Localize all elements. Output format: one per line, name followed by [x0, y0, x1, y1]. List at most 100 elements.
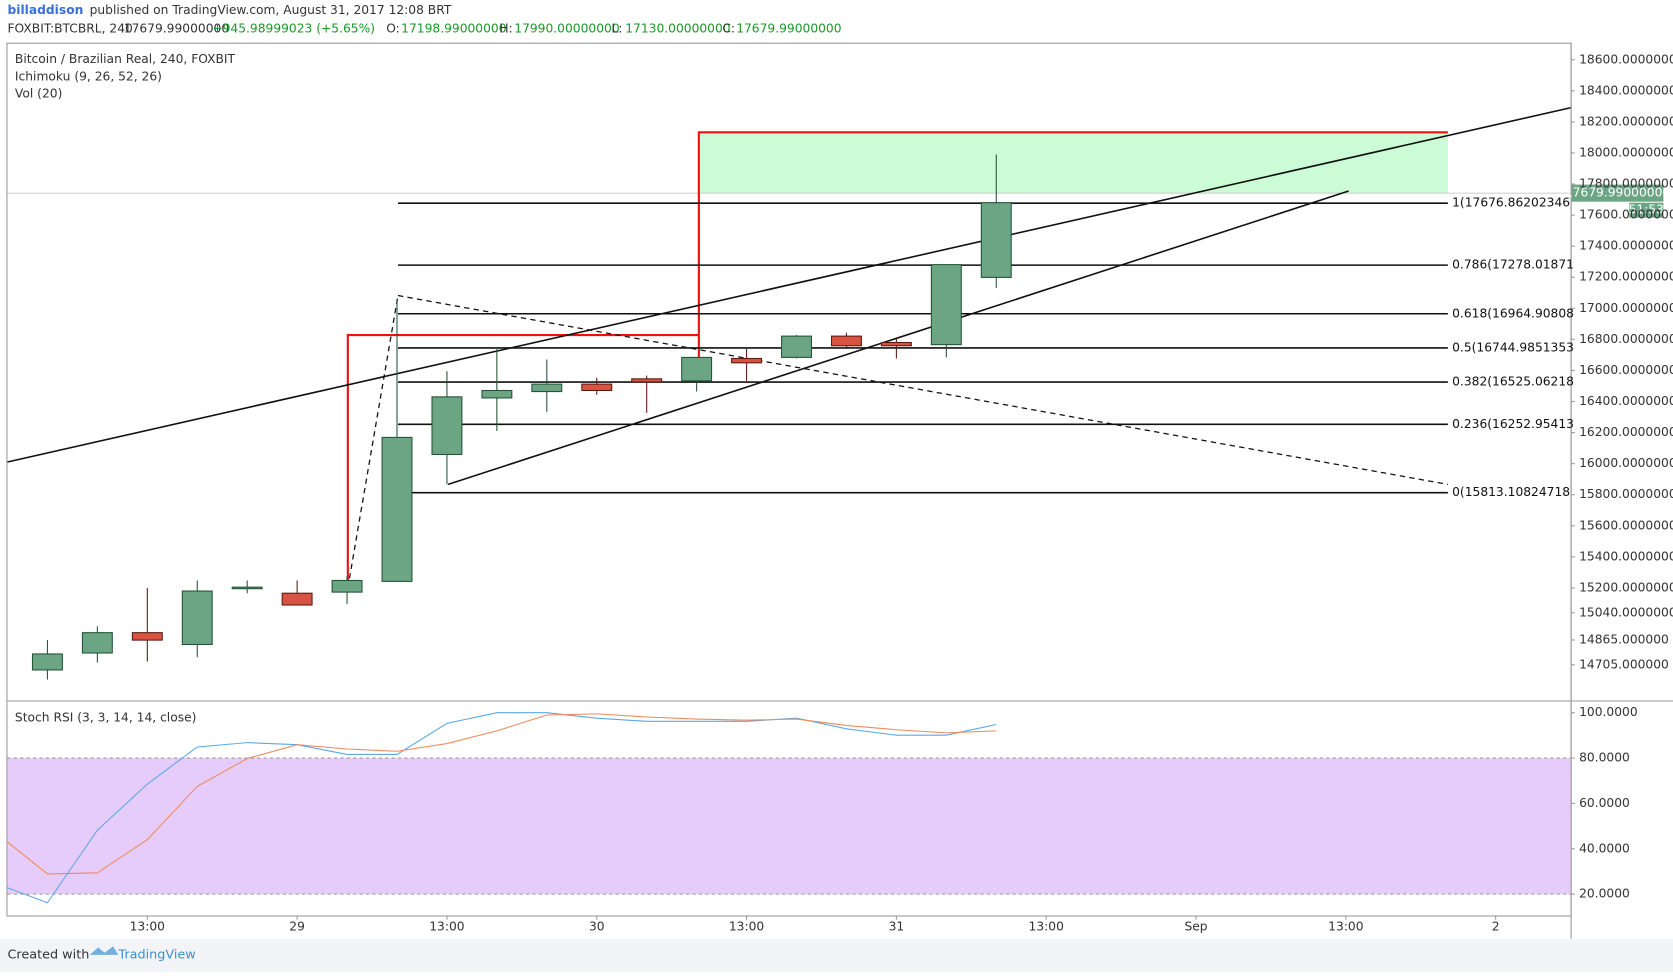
x-tick-label: 30	[589, 920, 605, 934]
y-tick-label: 15200.00000000	[1579, 580, 1673, 594]
y-tick-label: 15400.00000000	[1579, 549, 1673, 563]
countdown-tag	[1629, 202, 1664, 218]
y-tick-label: 15800.00000000	[1579, 487, 1673, 501]
y-tick-label: 18000.00000000	[1579, 145, 1673, 159]
x-tick-label: 13:00	[1029, 920, 1064, 934]
y-tick-label: 17000.00000000	[1579, 301, 1673, 315]
c-label: C:	[722, 21, 735, 35]
stoch-line	[7, 712, 997, 904]
legend: Ichimoku (9, 26, 52, 26)	[15, 69, 162, 83]
fib-label: 0.618(16964.90808	[1452, 306, 1574, 320]
logo	[89, 946, 119, 955]
candle-body	[631, 378, 663, 383]
candle-body	[880, 341, 912, 347]
y-tick-label: 17600.00000000	[1579, 208, 1673, 222]
y-tick-label: 15040.00000000	[1579, 605, 1673, 619]
y-tick-label: 17400.00000000	[1579, 239, 1673, 253]
legend: Vol (20)	[15, 86, 62, 100]
y-tick-label: 18400.00000000	[1579, 83, 1673, 97]
y-tick-label: 17800.00000000	[1579, 177, 1673, 191]
o-label: O:	[386, 21, 400, 35]
candle-body	[581, 383, 613, 392]
price-tag	[1571, 184, 1664, 202]
candle-body	[781, 335, 812, 358]
y-tick-label: 60.0000	[1579, 796, 1630, 810]
x-tick-label: 13:00	[1328, 920, 1363, 934]
y-tick-label: 16800.00000000	[1579, 332, 1673, 346]
candle-body	[81, 632, 113, 654]
y-tick-label: 16200.00000000	[1579, 425, 1673, 439]
y-tick-label: 18200.00000000	[1579, 114, 1673, 128]
candle-body	[531, 383, 563, 393]
x-tick-label: 13:00	[130, 920, 165, 934]
x-tick-label: 31	[889, 920, 905, 934]
symbol: FOXBIT:BTCBRL, 240	[7, 21, 132, 35]
fib-label: 0(15813.10824718	[1452, 485, 1570, 499]
legend: Bitcoin / Brazilian Real, 240, FOXBIT	[15, 52, 236, 66]
y-tick-label: 16000.00000000	[1579, 456, 1673, 470]
y-tick-label: 20.0000	[1579, 887, 1630, 901]
fib-label: 1(17676.86202346	[1452, 196, 1570, 210]
last: 17679.99000000	[124, 21, 229, 35]
candle-body	[31, 653, 63, 671]
y-tick-label: 16600.00000000	[1579, 363, 1673, 377]
candle-body	[681, 356, 713, 382]
l: 17130.00000000	[625, 21, 730, 35]
countdown: 51:53	[1629, 203, 1664, 217]
y-tick-label: 14865.000000	[1579, 632, 1669, 646]
price-tag-text: 17679.99000000	[1565, 186, 1670, 200]
candle-body	[331, 579, 363, 593]
l-label: L:	[611, 21, 622, 35]
y-tick-label: 14705.000000	[1579, 657, 1669, 671]
y-tick-label: 15600.00000000	[1579, 518, 1673, 532]
y-tick-label: 17200.00000000	[1579, 270, 1673, 284]
brand[interactable]: TradingView	[117, 947, 195, 962]
stoch-band	[7, 758, 1571, 895]
measure-2	[697, 131, 1448, 381]
x-tick-label: 2	[1492, 920, 1500, 934]
fib-trend	[397, 294, 1448, 486]
candle-body	[431, 396, 463, 456]
candle-body	[830, 335, 862, 347]
fib-label: 0.236(16252.95413	[1452, 417, 1574, 431]
h-label: H:	[499, 21, 512, 35]
fib-trend	[347, 295, 399, 589]
y-tick-label: 18600.00000000	[1579, 52, 1673, 66]
user: billaddison	[7, 3, 83, 17]
candle-body	[980, 202, 1012, 278]
fib-label: 0.5(16744.9851353	[1452, 340, 1574, 354]
change: +945.98999023 (+5.65%)	[212, 21, 375, 35]
drawings	[7, 106, 1571, 589]
x-tick-label: Sep	[1184, 920, 1207, 934]
candle-body	[181, 590, 213, 646]
o: 17198.99000000	[401, 21, 506, 35]
candle-body	[131, 632, 163, 641]
x-tick-label: 13:00	[429, 920, 464, 934]
candle-body	[930, 264, 962, 346]
trendline	[7, 106, 1571, 463]
candle-body	[731, 357, 763, 364]
candle-body	[281, 592, 313, 606]
stoch-line	[7, 713, 997, 875]
y-tick-label: 40.0000	[1579, 841, 1630, 855]
published: published on TradingView.com, August 31,…	[90, 3, 452, 17]
candle-body	[381, 436, 413, 582]
fib-label: 0.786(17278.01871	[1452, 258, 1574, 272]
y-tick-label: 80.0000	[1579, 751, 1630, 765]
stoch-title: Stoch RSI (3, 3, 14, 14, close)	[15, 711, 197, 725]
candle-body	[231, 586, 263, 590]
x-tick-label: 29	[289, 920, 305, 934]
h: 17990.00000000	[514, 21, 619, 35]
measure-1	[346, 333, 699, 588]
created: Created with	[7, 947, 89, 962]
y-tick-label: 100.0000	[1579, 705, 1638, 719]
fib-label: 0.382(16525.06218	[1452, 375, 1574, 389]
candle-body	[481, 389, 513, 399]
target-zone	[698, 132, 1448, 194]
c: 17679.99000000	[736, 21, 841, 35]
y-tick-label: 16400.00000000	[1579, 394, 1673, 408]
x-tick-label: 13:00	[729, 920, 764, 934]
footer	[0, 938, 1673, 972]
trendline	[447, 190, 1349, 486]
